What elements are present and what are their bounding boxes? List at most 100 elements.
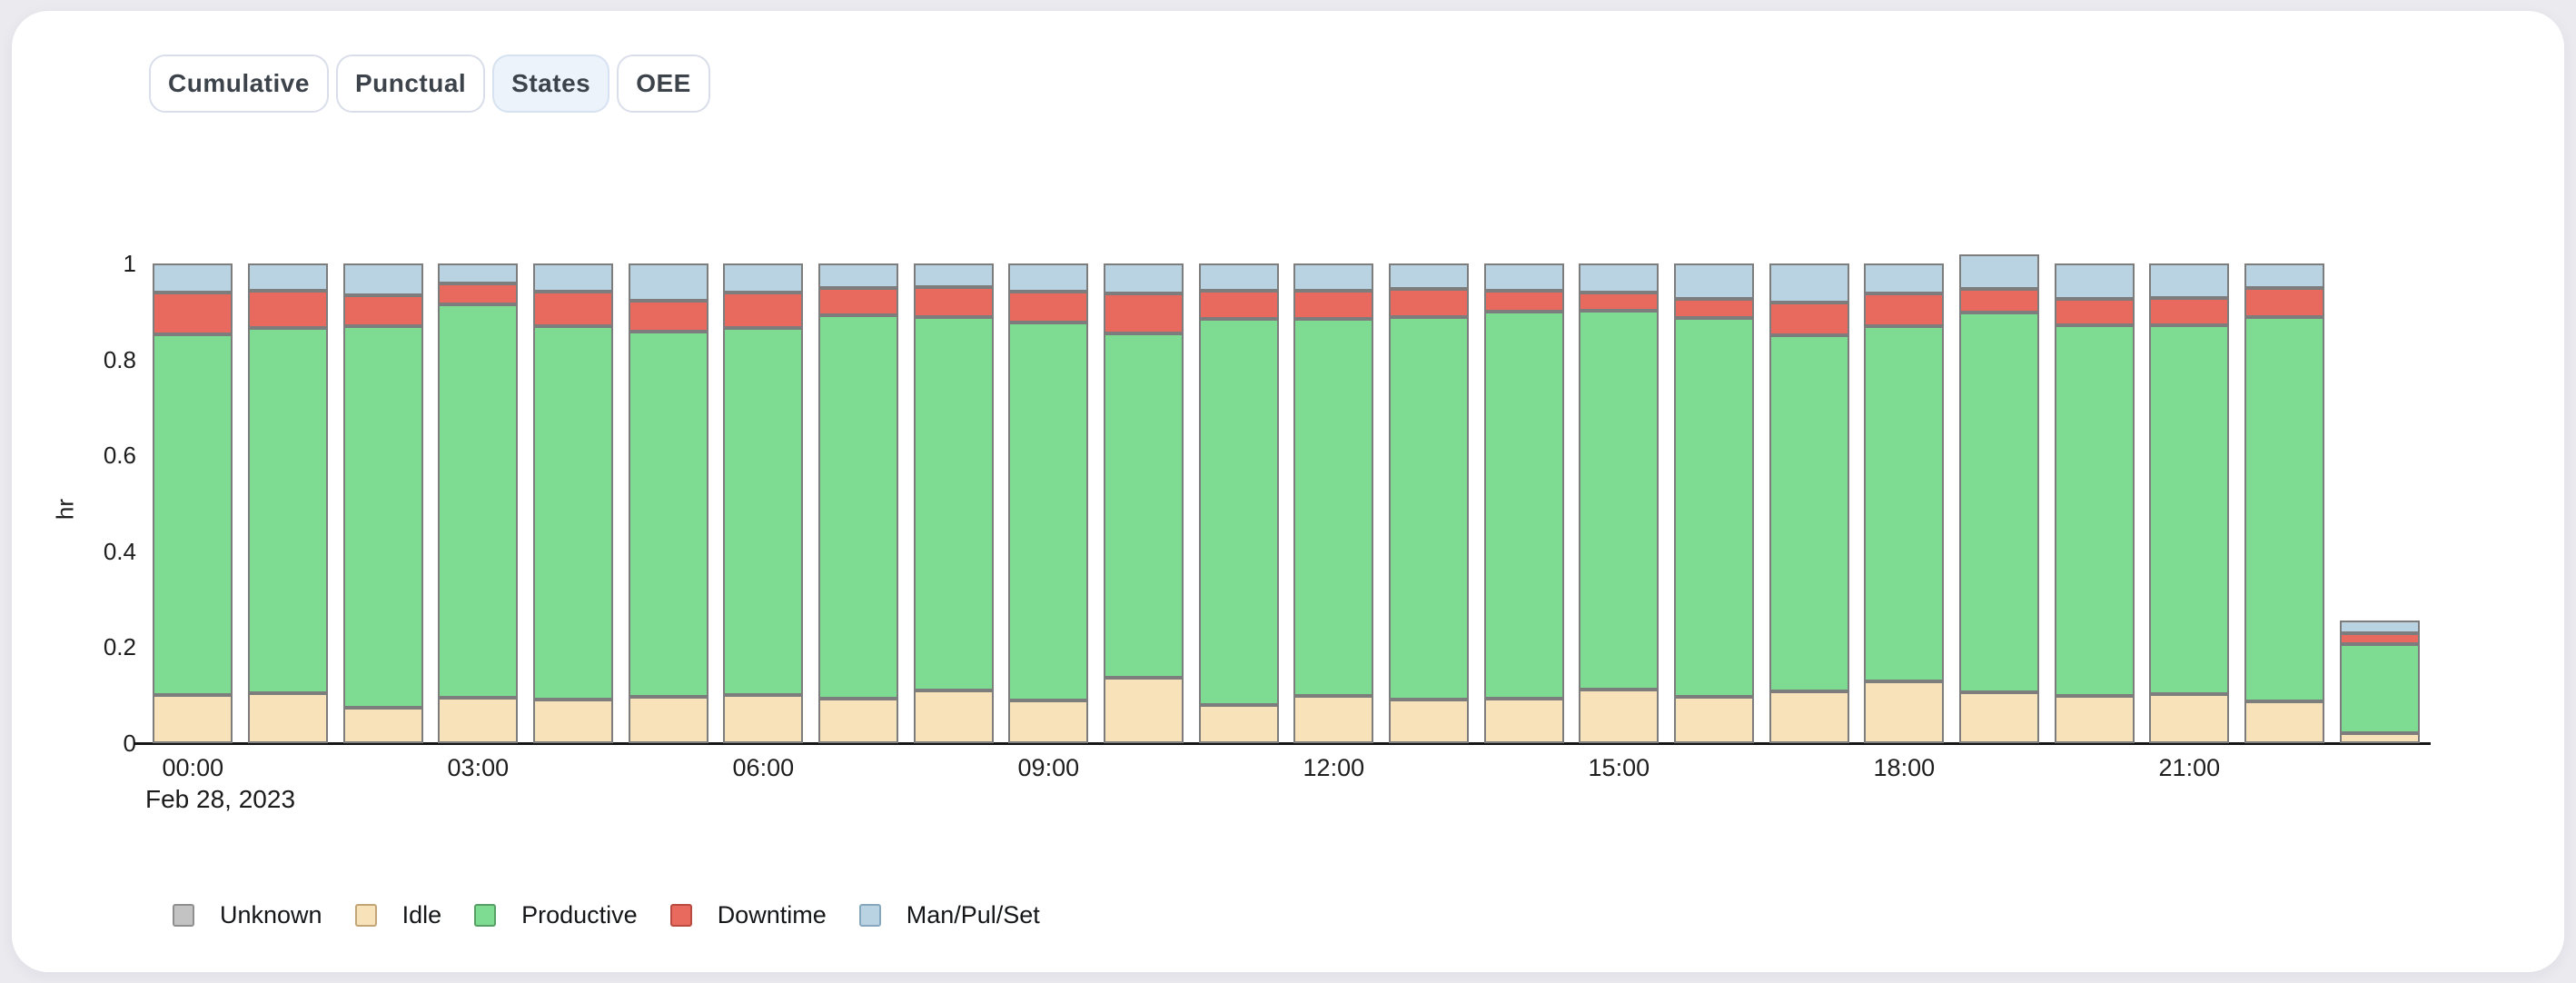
bar-segment-man-pul-set-15:00[interactable] [1579, 263, 1660, 293]
bar-segment-productive-08:00[interactable] [913, 317, 994, 690]
bar-segment-idle-15:00[interactable] [1579, 690, 1660, 743]
bar-segment-man-pul-set-16:00[interactable] [1674, 263, 1754, 299]
bar-segment-downtime-15:00[interactable] [1579, 292, 1660, 311]
tab-states[interactable]: States [492, 55, 610, 113]
legend-item-idle[interactable]: Idle [354, 903, 441, 928]
bar-segment-productive-03:00[interactable] [438, 303, 519, 699]
bar-segment-idle-01:00[interactable] [248, 692, 328, 743]
bar-segment-idle-06:00[interactable] [723, 695, 804, 743]
bar-segment-idle-12:00[interactable] [1293, 696, 1374, 743]
bar-segment-downtime-09:00[interactable] [1008, 292, 1089, 323]
bar-segment-idle-03:00[interactable] [438, 698, 519, 743]
bar-segment-man-pul-set-10:00[interactable] [1104, 263, 1184, 293]
bar-segment-man-pul-set-08:00[interactable] [913, 263, 994, 288]
bar-segment-downtime-23:00[interactable] [2339, 633, 2420, 645]
tab-cumulative[interactable]: Cumulative [149, 55, 329, 113]
bar-segment-idle-21:00[interactable] [2149, 693, 2230, 743]
bar-segment-downtime-00:00[interactable] [153, 293, 233, 334]
bar-segment-idle-07:00[interactable] [818, 698, 898, 743]
bar-segment-man-pul-set-14:00[interactable] [1483, 263, 1564, 291]
bar-segment-productive-20:00[interactable] [2054, 324, 2135, 697]
bar-segment-downtime-03:00[interactable] [438, 283, 519, 304]
bar-segment-downtime-05:00[interactable] [628, 300, 708, 332]
bar-segment-man-pul-set-19:00[interactable] [1959, 253, 2039, 289]
legend-item-productive[interactable]: Productive [474, 903, 638, 928]
bar-segment-man-pul-set-22:00[interactable] [2244, 263, 2324, 288]
bar-segment-man-pul-set-04:00[interactable] [533, 263, 613, 292]
bar-segment-man-pul-set-07:00[interactable] [818, 263, 898, 289]
bar-segment-man-pul-set-12:00[interactable] [1293, 263, 1374, 292]
bar-segment-productive-07:00[interactable] [818, 314, 898, 699]
bar-segment-downtime-04:00[interactable] [533, 291, 613, 326]
bar-segment-productive-14:00[interactable] [1483, 312, 1564, 699]
bar-segment-idle-20:00[interactable] [2054, 696, 2135, 743]
bar-segment-productive-18:00[interactable] [1864, 326, 1945, 681]
bar-segment-man-pul-set-01:00[interactable] [248, 263, 328, 292]
bar-segment-man-pul-set-13:00[interactable] [1389, 263, 1469, 289]
bar-segment-downtime-19:00[interactable] [1959, 289, 2039, 313]
bar-segment-productive-21:00[interactable] [2149, 324, 2230, 694]
bar-segment-productive-10:00[interactable] [1104, 333, 1184, 679]
bar-segment-productive-17:00[interactable] [1769, 335, 1849, 691]
bar-segment-productive-11:00[interactable] [1198, 319, 1279, 705]
bar-segment-idle-04:00[interactable] [533, 699, 613, 743]
bar-segment-idle-08:00[interactable] [913, 690, 994, 743]
bar-segment-idle-16:00[interactable] [1674, 696, 1754, 743]
bar-segment-downtime-16:00[interactable] [1674, 298, 1754, 319]
bar-segment-productive-01:00[interactable] [248, 327, 328, 693]
legend-item-man-pul-set[interactable]: Man/Pul/Set [858, 903, 1040, 928]
bar-segment-downtime-11:00[interactable] [1198, 291, 1279, 320]
bar-segment-idle-00:00[interactable] [153, 695, 233, 743]
bar-segment-downtime-17:00[interactable] [1769, 302, 1849, 336]
bar-segment-productive-04:00[interactable] [533, 325, 613, 700]
bar-segment-productive-19:00[interactable] [1959, 313, 2039, 692]
bar-segment-idle-02:00[interactable] [342, 708, 423, 743]
bar-segment-man-pul-set-17:00[interactable] [1769, 263, 1849, 303]
bar-segment-productive-13:00[interactable] [1389, 317, 1469, 700]
bar-segment-idle-11:00[interactable] [1198, 704, 1279, 743]
bar-segment-downtime-07:00[interactable] [818, 288, 898, 315]
bar-segment-idle-17:00[interactable] [1769, 690, 1849, 743]
bar-segment-downtime-12:00[interactable] [1293, 291, 1374, 320]
bar-segment-productive-09:00[interactable] [1008, 322, 1089, 701]
bar-segment-productive-22:00[interactable] [2244, 316, 2324, 701]
bar-segment-man-pul-set-18:00[interactable] [1864, 263, 1945, 294]
bar-segment-downtime-18:00[interactable] [1864, 293, 1945, 327]
bar-segment-productive-23:00[interactable] [2339, 644, 2420, 734]
bar-segment-productive-00:00[interactable] [153, 333, 233, 696]
bar-segment-man-pul-set-00:00[interactable] [153, 263, 233, 293]
bar-segment-idle-10:00[interactable] [1104, 678, 1184, 743]
bar-segment-idle-23:00[interactable] [2339, 733, 2420, 743]
bar-segment-downtime-10:00[interactable] [1104, 293, 1184, 333]
bar-segment-idle-18:00[interactable] [1864, 680, 1945, 743]
bar-segment-downtime-02:00[interactable] [342, 294, 423, 327]
bar-segment-man-pul-set-03:00[interactable] [438, 263, 519, 283]
bar-segment-productive-06:00[interactable] [723, 327, 804, 696]
bar-segment-downtime-22:00[interactable] [2244, 287, 2324, 317]
bar-segment-man-pul-set-21:00[interactable] [2149, 263, 2230, 299]
bar-segment-man-pul-set-06:00[interactable] [723, 263, 804, 293]
tab-oee[interactable]: OEE [617, 55, 710, 113]
bar-segment-idle-19:00[interactable] [1959, 691, 2039, 743]
bar-segment-downtime-06:00[interactable] [723, 292, 804, 328]
bar-segment-downtime-14:00[interactable] [1483, 290, 1564, 313]
bar-segment-idle-14:00[interactable] [1483, 698, 1564, 743]
bar-segment-man-pul-set-02:00[interactable] [342, 263, 423, 295]
bar-segment-productive-16:00[interactable] [1674, 318, 1754, 697]
bar-segment-productive-15:00[interactable] [1579, 310, 1660, 690]
bar-segment-man-pul-set-05:00[interactable] [628, 263, 708, 301]
bar-segment-downtime-21:00[interactable] [2149, 298, 2230, 325]
bar-segment-productive-05:00[interactable] [628, 331, 708, 698]
bar-segment-downtime-20:00[interactable] [2054, 298, 2135, 325]
bar-segment-man-pul-set-09:00[interactable] [1008, 263, 1089, 293]
legend-item-downtime[interactable]: Downtime [669, 903, 827, 928]
bar-segment-productive-02:00[interactable] [342, 326, 423, 709]
bar-segment-idle-05:00[interactable] [628, 697, 708, 743]
bar-segment-downtime-01:00[interactable] [248, 291, 328, 328]
bar-segment-man-pul-set-23:00[interactable] [2339, 621, 2420, 634]
bar-segment-downtime-13:00[interactable] [1389, 289, 1469, 318]
bar-segment-idle-09:00[interactable] [1008, 700, 1089, 743]
tab-punctual[interactable]: Punctual [335, 55, 486, 113]
legend-item-unknown[interactable]: Unknown [173, 903, 322, 928]
bar-segment-downtime-08:00[interactable] [913, 287, 994, 318]
